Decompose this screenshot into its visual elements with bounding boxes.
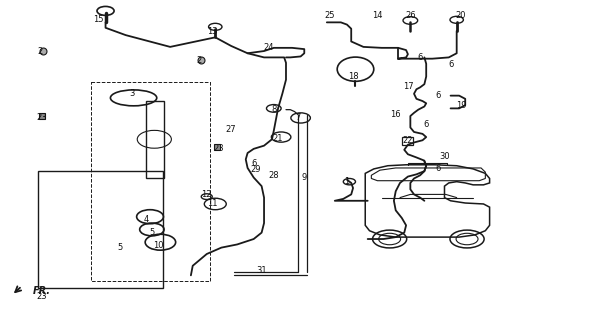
Text: 10: 10 bbox=[153, 241, 163, 250]
Text: 21: 21 bbox=[273, 134, 284, 143]
Text: 16: 16 bbox=[390, 110, 401, 119]
Text: 19: 19 bbox=[456, 101, 466, 110]
Text: 1: 1 bbox=[345, 177, 349, 186]
Text: 15: 15 bbox=[93, 15, 103, 24]
Text: 9: 9 bbox=[302, 173, 307, 182]
Bar bbox=[146, 101, 164, 178]
Text: 6: 6 bbox=[436, 164, 441, 173]
Text: 22: 22 bbox=[403, 136, 413, 145]
Text: 6: 6 bbox=[417, 53, 423, 62]
Text: 8: 8 bbox=[271, 105, 277, 114]
Bar bbox=[402, 137, 413, 145]
Bar bbox=[91, 82, 210, 281]
Text: 6: 6 bbox=[423, 120, 429, 129]
Text: 23: 23 bbox=[37, 292, 48, 301]
Text: 12: 12 bbox=[202, 190, 212, 199]
Text: 7: 7 bbox=[296, 114, 301, 123]
Text: 3: 3 bbox=[129, 89, 134, 98]
Text: 6: 6 bbox=[448, 60, 453, 69]
Text: 29: 29 bbox=[251, 165, 261, 174]
Text: 6: 6 bbox=[436, 91, 441, 100]
Text: FR.: FR. bbox=[32, 286, 50, 296]
Text: 24: 24 bbox=[264, 43, 274, 52]
Text: 28: 28 bbox=[268, 171, 279, 180]
Text: 11: 11 bbox=[208, 199, 218, 208]
Text: 6: 6 bbox=[251, 159, 257, 168]
Text: 2: 2 bbox=[38, 47, 43, 56]
Text: 25: 25 bbox=[324, 12, 335, 20]
Text: 14: 14 bbox=[372, 12, 382, 20]
Text: 5: 5 bbox=[149, 228, 155, 237]
Text: 17: 17 bbox=[403, 82, 413, 91]
Text: 5: 5 bbox=[117, 243, 122, 252]
Text: 23: 23 bbox=[214, 144, 224, 153]
Text: 26: 26 bbox=[405, 12, 415, 20]
Text: 27: 27 bbox=[226, 125, 236, 134]
Text: 31: 31 bbox=[256, 266, 267, 276]
Text: 2: 2 bbox=[196, 56, 202, 65]
Text: 30: 30 bbox=[439, 152, 450, 161]
Text: 20: 20 bbox=[456, 12, 466, 20]
Bar bbox=[38, 171, 164, 288]
Text: 13: 13 bbox=[208, 28, 218, 36]
Text: 4: 4 bbox=[143, 215, 148, 224]
Text: 18: 18 bbox=[348, 72, 359, 81]
Text: 23: 23 bbox=[37, 114, 48, 123]
